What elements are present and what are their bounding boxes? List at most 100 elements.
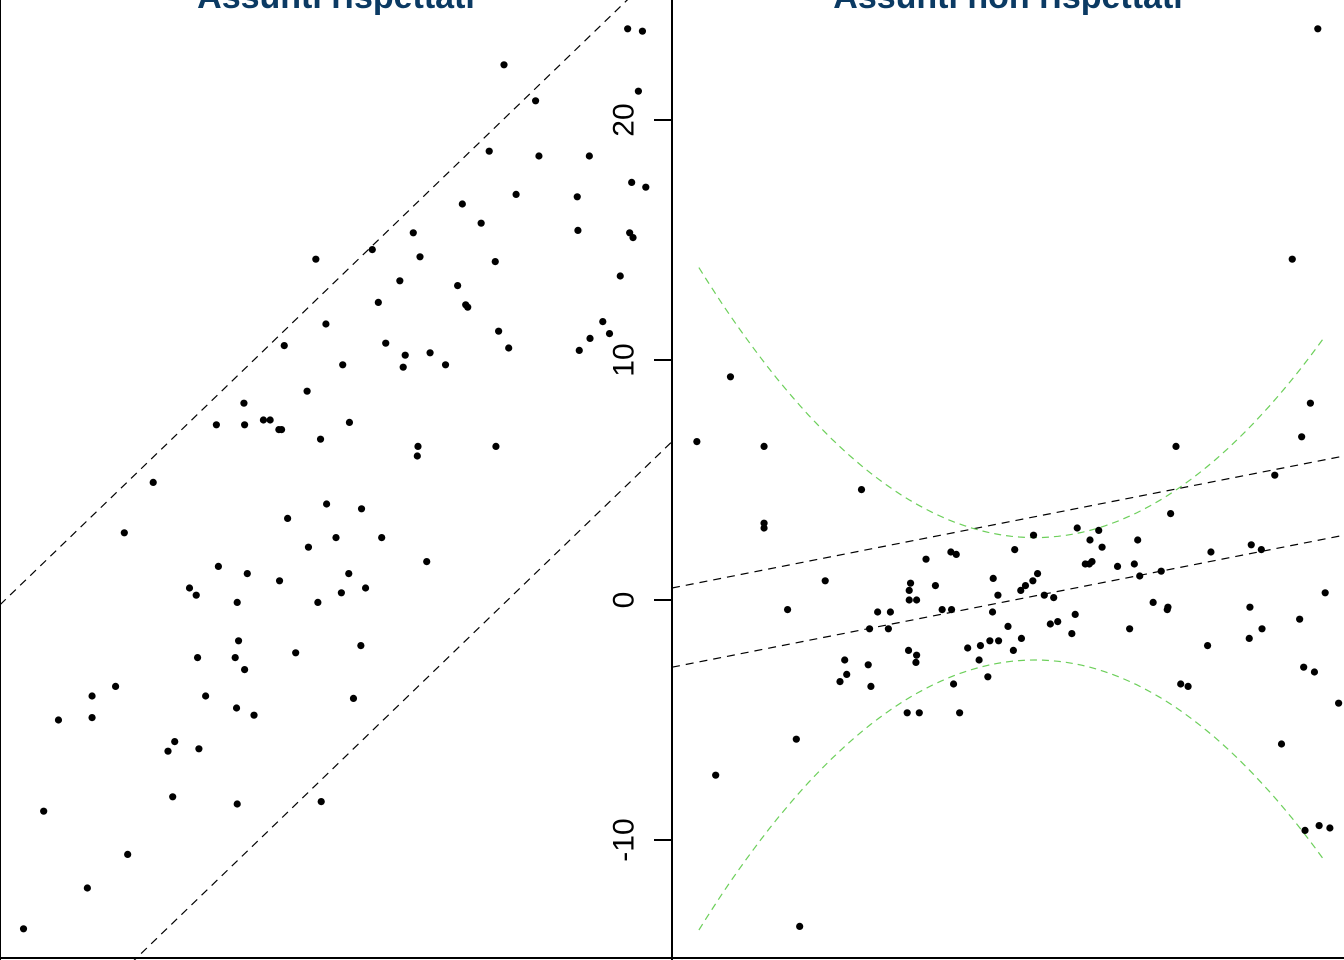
data-point [374,298,382,306]
data-point [867,682,875,691]
data-point [986,637,994,645]
data-point [458,200,466,208]
data-point [726,373,735,381]
data-point [599,318,607,326]
data-point [124,850,132,859]
data-point [231,654,239,662]
left-chart-title: Assunti rispettati [197,0,475,16]
data-point [1301,826,1309,835]
data-point [491,258,499,266]
data-point [1017,634,1026,643]
data-point [339,361,347,369]
data-point [111,682,120,691]
data-point [368,246,376,254]
prediction-band-upper [698,267,1325,539]
data-point [1247,541,1255,549]
data-point [843,670,851,679]
right-panel: Assunti non rispettati -10 0 10 20 [608,0,1344,960]
data-point [783,606,792,614]
data-point [426,349,434,357]
data-point [760,524,768,532]
data-point [349,694,358,703]
data-point [865,625,874,633]
data-point [1134,536,1142,544]
data-point [357,505,366,513]
data-point [821,577,829,585]
data-point [361,584,370,592]
data-point [634,87,643,95]
data-point [989,574,997,583]
data-point [399,363,407,371]
data-point [1177,680,1185,688]
data-point [234,637,243,645]
data-point [259,416,268,424]
data-point [1050,594,1058,602]
data-point [1157,567,1165,575]
data-point [1029,531,1038,539]
data-point [88,714,96,722]
data-point [19,925,28,933]
right-chart-title: Assunti non rispettati [833,0,1182,16]
data-point [1314,25,1322,33]
data-point [500,61,508,69]
data-point [464,303,472,311]
data-point [409,229,417,237]
data-point [638,27,647,35]
y-tick-label: 0 [608,592,641,609]
data-point [857,486,866,494]
data-point [994,637,1003,645]
data-point [922,555,930,563]
left-confidence-bands [0,0,673,960]
data-point [906,579,915,587]
data-point [492,442,500,450]
y-axis-ticks: -10 0 10 20 [608,103,672,862]
data-point [1033,570,1042,578]
data-point [1246,603,1254,611]
data-point [195,745,203,753]
data-point [243,570,251,578]
data-point [292,649,300,657]
data-point [1245,634,1253,643]
data-point [322,500,331,508]
data-point [232,704,241,712]
data-point [964,644,972,652]
data-point [975,656,983,664]
data-point [1068,630,1076,638]
data-point [1271,471,1279,479]
data-point [54,716,63,724]
data-point [171,738,179,746]
data-point [585,152,593,160]
data-point [629,234,637,242]
data-point [164,747,172,755]
data-point [874,608,882,616]
data-point [931,582,940,590]
data-point [416,253,424,261]
data-point [192,591,200,599]
data-point [423,558,431,566]
data-point [913,651,921,659]
dashed-line-lower [671,534,1344,668]
data-point [314,598,322,607]
data-point [485,147,493,155]
data-point [1095,526,1103,535]
right-data-points [693,25,1343,931]
data-point [912,658,920,667]
data-point [1296,615,1304,623]
data-point [947,548,955,556]
data-point [1029,577,1037,585]
data-point [322,320,330,328]
data-point [628,178,636,186]
data-point [841,656,849,664]
data-point [976,642,985,650]
data-point [535,152,543,160]
dashed-line-upper [671,455,1344,589]
data-point [1009,646,1017,655]
y-tick-label: 20 [608,103,641,136]
data-point [1088,558,1096,566]
data-point [441,361,450,369]
data-point [193,654,202,662]
data-point [712,771,720,779]
data-point [1086,536,1094,544]
data-point [1306,399,1314,407]
data-point [401,351,409,359]
